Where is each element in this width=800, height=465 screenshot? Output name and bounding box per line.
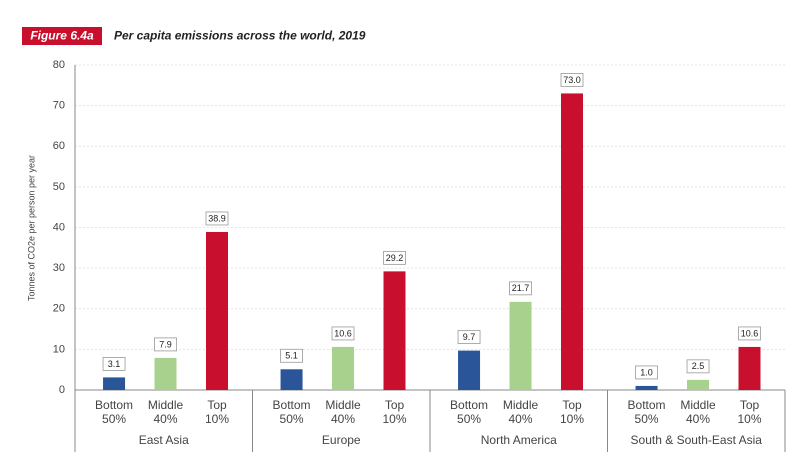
bar: [383, 271, 406, 390]
bar: [687, 379, 710, 390]
value-label-box: [280, 348, 303, 363]
x-tick-label: Bottom 50%: [627, 398, 666, 426]
x-tick-label: Top 10%: [737, 398, 762, 426]
y-tick-label: 20: [53, 303, 65, 315]
value-label-box: [560, 73, 584, 87]
x-group-label: South & South-East Asia: [631, 433, 763, 447]
value-label: 2.5: [692, 361, 705, 371]
figure-label-box: [22, 27, 102, 45]
value-label-box: [154, 337, 177, 352]
value-label: 21.7: [512, 283, 530, 293]
x-tick-label: Middle 40%: [147, 398, 184, 426]
x-tick-label: Bottom 50%: [450, 398, 489, 426]
x-tick-label: Bottom 50%: [272, 398, 311, 426]
value-label-box: [686, 359, 710, 374]
value-label: 10.6: [334, 328, 352, 338]
y-tick-label: 70: [53, 100, 65, 112]
value-label: 29.2: [386, 253, 404, 263]
bar: [458, 350, 481, 390]
x-tick-label: Middle 40%: [325, 398, 361, 426]
x-tick-label: Middle 40%: [502, 398, 539, 426]
x-tick-label: Top 10%: [559, 398, 585, 426]
value-label: 73.0: [563, 75, 581, 85]
x-tick-label: Middle 40%: [680, 398, 716, 426]
y-tick-label: 80: [53, 59, 65, 71]
value-label: 7.9: [159, 339, 172, 349]
bar: [561, 93, 583, 390]
bar: [280, 369, 303, 390]
value-label-box: [205, 211, 229, 226]
y-tick-label: 30: [53, 262, 65, 274]
y-axis-label: Tonnes of CO2e per person per year: [26, 155, 36, 301]
value-label-box: [635, 365, 658, 380]
value-label-box: [509, 281, 532, 296]
x-tick-label: Bottom 50%: [95, 398, 134, 426]
value-label-box: [331, 326, 355, 341]
value-label: 38.9: [208, 213, 226, 223]
x-group-label: Europe: [322, 433, 361, 447]
y-tick-label: 50: [53, 181, 65, 193]
bar: [332, 346, 355, 390]
chart-title: Per capita emissions across the world, 2…: [114, 29, 366, 43]
y-tick-label: 40: [53, 221, 65, 233]
bar: [509, 301, 532, 390]
value-label-box: [738, 326, 761, 341]
bar: [206, 231, 228, 390]
y-tick-label: 60: [53, 140, 65, 152]
bar: [103, 377, 126, 390]
value-label-box: [457, 330, 481, 344]
x-group-label: North America: [481, 433, 557, 447]
value-label: 9.7: [463, 332, 476, 342]
x-tick-label: Top 10%: [204, 398, 230, 426]
value-label-box: [383, 250, 406, 265]
figure-label: Figure 6.4a: [30, 29, 94, 43]
bar: [635, 385, 658, 390]
value-label-box: [102, 357, 126, 371]
x-group-label: East Asia: [139, 433, 189, 447]
y-tick-label: 10: [53, 343, 65, 355]
value-label: 5.1: [285, 351, 298, 361]
value-label: 10.6: [741, 328, 759, 338]
bar: [738, 346, 761, 390]
x-tick-label: Top 10%: [382, 398, 407, 426]
y-tick-label: 0: [59, 384, 65, 396]
bar: [154, 357, 177, 390]
value-label: 3.1: [108, 359, 121, 369]
value-label: 1.0: [640, 367, 653, 377]
